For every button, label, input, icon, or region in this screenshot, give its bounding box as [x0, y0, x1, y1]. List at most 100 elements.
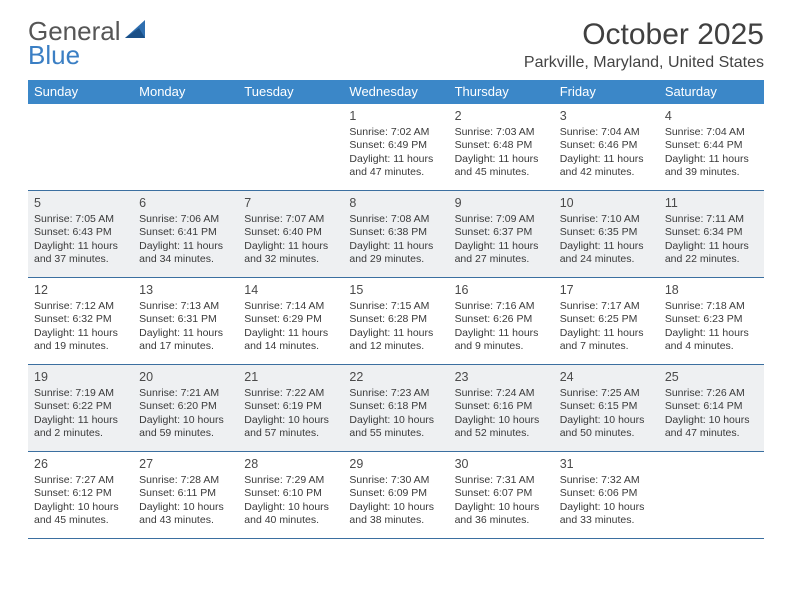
- daylight-line: Daylight: 10 hours and 59 minutes.: [139, 414, 232, 441]
- sunset-line: Sunset: 6:43 PM: [34, 226, 127, 239]
- daylight-line: Daylight: 11 hours and 27 minutes.: [455, 240, 548, 267]
- sunrise-line: Sunrise: 7:17 AM: [560, 300, 653, 313]
- day-cell: 30Sunrise: 7:31 AMSunset: 6:07 PMDayligh…: [449, 452, 554, 538]
- day-number: 19: [34, 369, 127, 385]
- sunrise-line: Sunrise: 7:03 AM: [455, 126, 548, 139]
- day-number: 12: [34, 282, 127, 298]
- day-number: 2: [455, 108, 548, 124]
- daylight-line: Daylight: 11 hours and 2 minutes.: [34, 414, 127, 441]
- day-cell: 29Sunrise: 7:30 AMSunset: 6:09 PMDayligh…: [343, 452, 448, 538]
- daylight-line: Daylight: 11 hours and 22 minutes.: [665, 240, 758, 267]
- sunset-line: Sunset: 6:14 PM: [665, 400, 758, 413]
- day-cell: 5Sunrise: 7:05 AMSunset: 6:43 PMDaylight…: [28, 191, 133, 277]
- weekday-header: Friday: [554, 80, 659, 104]
- calendar: SundayMondayTuesdayWednesdayThursdayFrid…: [28, 80, 764, 539]
- daylight-line: Daylight: 11 hours and 42 minutes.: [560, 153, 653, 180]
- weekday-header: Tuesday: [238, 80, 343, 104]
- daylight-line: Daylight: 11 hours and 34 minutes.: [139, 240, 232, 267]
- daylight-line: Daylight: 10 hours and 36 minutes.: [455, 501, 548, 528]
- daylight-line: Daylight: 10 hours and 47 minutes.: [665, 414, 758, 441]
- day-cell: 20Sunrise: 7:21 AMSunset: 6:20 PMDayligh…: [133, 365, 238, 451]
- day-cell: 16Sunrise: 7:16 AMSunset: 6:26 PMDayligh…: [449, 278, 554, 364]
- day-cell: 15Sunrise: 7:15 AMSunset: 6:28 PMDayligh…: [343, 278, 448, 364]
- day-number: 4: [665, 108, 758, 124]
- daylight-line: Daylight: 11 hours and 17 minutes.: [139, 327, 232, 354]
- day-number: 10: [560, 195, 653, 211]
- daylight-line: Daylight: 11 hours and 7 minutes.: [560, 327, 653, 354]
- day-cell: 9Sunrise: 7:09 AMSunset: 6:37 PMDaylight…: [449, 191, 554, 277]
- day-cell: 21Sunrise: 7:22 AMSunset: 6:19 PMDayligh…: [238, 365, 343, 451]
- day-number: 16: [455, 282, 548, 298]
- sunset-line: Sunset: 6:40 PM: [244, 226, 337, 239]
- week-row: 19Sunrise: 7:19 AMSunset: 6:22 PMDayligh…: [28, 365, 764, 452]
- sunrise-line: Sunrise: 7:04 AM: [665, 126, 758, 139]
- sunrise-line: Sunrise: 7:23 AM: [349, 387, 442, 400]
- sunset-line: Sunset: 6:22 PM: [34, 400, 127, 413]
- daylight-line: Daylight: 10 hours and 45 minutes.: [34, 501, 127, 528]
- day-cell: 6Sunrise: 7:06 AMSunset: 6:41 PMDaylight…: [133, 191, 238, 277]
- day-number: 17: [560, 282, 653, 298]
- sunset-line: Sunset: 6:29 PM: [244, 313, 337, 326]
- day-number: 13: [139, 282, 232, 298]
- day-cell: 18Sunrise: 7:18 AMSunset: 6:23 PMDayligh…: [659, 278, 764, 364]
- daylight-line: Daylight: 11 hours and 39 minutes.: [665, 153, 758, 180]
- daylight-line: Daylight: 10 hours and 38 minutes.: [349, 501, 442, 528]
- sunset-line: Sunset: 6:48 PM: [455, 139, 548, 152]
- day-cell: 7Sunrise: 7:07 AMSunset: 6:40 PMDaylight…: [238, 191, 343, 277]
- daylight-line: Daylight: 11 hours and 37 minutes.: [34, 240, 127, 267]
- sunset-line: Sunset: 6:37 PM: [455, 226, 548, 239]
- sunset-line: Sunset: 6:49 PM: [349, 139, 442, 152]
- sunrise-line: Sunrise: 7:26 AM: [665, 387, 758, 400]
- sunrise-line: Sunrise: 7:02 AM: [349, 126, 442, 139]
- sunrise-line: Sunrise: 7:08 AM: [349, 213, 442, 226]
- day-cell: [28, 104, 133, 190]
- day-cell: 27Sunrise: 7:28 AMSunset: 6:11 PMDayligh…: [133, 452, 238, 538]
- daylight-line: Daylight: 11 hours and 19 minutes.: [34, 327, 127, 354]
- weekday-header-row: SundayMondayTuesdayWednesdayThursdayFrid…: [28, 80, 764, 104]
- sunset-line: Sunset: 6:07 PM: [455, 487, 548, 500]
- day-number: 29: [349, 456, 442, 472]
- day-cell: 11Sunrise: 7:11 AMSunset: 6:34 PMDayligh…: [659, 191, 764, 277]
- weekday-header: Saturday: [659, 80, 764, 104]
- sunrise-line: Sunrise: 7:14 AM: [244, 300, 337, 313]
- sunrise-line: Sunrise: 7:12 AM: [34, 300, 127, 313]
- daylight-line: Daylight: 11 hours and 12 minutes.: [349, 327, 442, 354]
- weekday-header: Monday: [133, 80, 238, 104]
- weekday-header: Wednesday: [343, 80, 448, 104]
- day-cell: 3Sunrise: 7:04 AMSunset: 6:46 PMDaylight…: [554, 104, 659, 190]
- weekday-header: Thursday: [449, 80, 554, 104]
- title-block: October 2025 Parkville, Maryland, United…: [524, 18, 764, 72]
- day-number: 11: [665, 195, 758, 211]
- logo-text: General Blue: [28, 18, 121, 68]
- day-number: 30: [455, 456, 548, 472]
- daylight-line: Daylight: 11 hours and 4 minutes.: [665, 327, 758, 354]
- sunrise-line: Sunrise: 7:30 AM: [349, 474, 442, 487]
- day-cell: [659, 452, 764, 538]
- sunrise-line: Sunrise: 7:15 AM: [349, 300, 442, 313]
- day-cell: 19Sunrise: 7:19 AMSunset: 6:22 PMDayligh…: [28, 365, 133, 451]
- daylight-line: Daylight: 11 hours and 9 minutes.: [455, 327, 548, 354]
- daylight-line: Daylight: 11 hours and 29 minutes.: [349, 240, 442, 267]
- day-cell: 25Sunrise: 7:26 AMSunset: 6:14 PMDayligh…: [659, 365, 764, 451]
- sunrise-line: Sunrise: 7:18 AM: [665, 300, 758, 313]
- sunrise-line: Sunrise: 7:25 AM: [560, 387, 653, 400]
- day-number: 24: [560, 369, 653, 385]
- day-cell: 26Sunrise: 7:27 AMSunset: 6:12 PMDayligh…: [28, 452, 133, 538]
- month-title: October 2025: [524, 18, 764, 52]
- sunset-line: Sunset: 6:46 PM: [560, 139, 653, 152]
- weeks-container: 1Sunrise: 7:02 AMSunset: 6:49 PMDaylight…: [28, 104, 764, 539]
- day-number: 31: [560, 456, 653, 472]
- day-cell: 31Sunrise: 7:32 AMSunset: 6:06 PMDayligh…: [554, 452, 659, 538]
- day-number: 8: [349, 195, 442, 211]
- day-cell: [133, 104, 238, 190]
- daylight-line: Daylight: 11 hours and 45 minutes.: [455, 153, 548, 180]
- sunrise-line: Sunrise: 7:10 AM: [560, 213, 653, 226]
- weekday-header: Sunday: [28, 80, 133, 104]
- day-number: 5: [34, 195, 127, 211]
- day-cell: 12Sunrise: 7:12 AMSunset: 6:32 PMDayligh…: [28, 278, 133, 364]
- day-cell: 22Sunrise: 7:23 AMSunset: 6:18 PMDayligh…: [343, 365, 448, 451]
- day-cell: 1Sunrise: 7:02 AMSunset: 6:49 PMDaylight…: [343, 104, 448, 190]
- sunset-line: Sunset: 6:16 PM: [455, 400, 548, 413]
- sunset-line: Sunset: 6:35 PM: [560, 226, 653, 239]
- sunrise-line: Sunrise: 7:24 AM: [455, 387, 548, 400]
